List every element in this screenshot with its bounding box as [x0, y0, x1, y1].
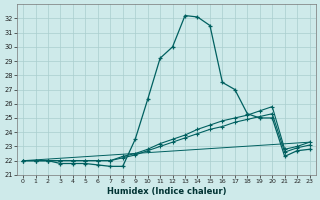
X-axis label: Humidex (Indice chaleur): Humidex (Indice chaleur) [107, 187, 226, 196]
